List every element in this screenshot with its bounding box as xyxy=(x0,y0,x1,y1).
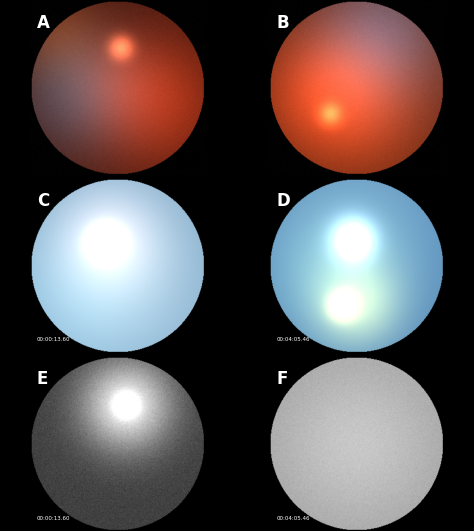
FancyBboxPatch shape xyxy=(173,153,201,171)
Text: 00:00:13.60: 00:00:13.60 xyxy=(37,337,71,342)
Text: E: E xyxy=(37,370,48,388)
Text: 00:04:05.46: 00:04:05.46 xyxy=(276,337,310,342)
FancyBboxPatch shape xyxy=(412,332,440,349)
FancyBboxPatch shape xyxy=(412,510,440,527)
FancyBboxPatch shape xyxy=(173,332,201,349)
FancyBboxPatch shape xyxy=(173,510,201,527)
Text: C: C xyxy=(37,192,49,210)
Text: A: A xyxy=(37,14,50,32)
Text: F: F xyxy=(276,370,288,388)
Text: B: B xyxy=(276,14,289,32)
Text: 00:00:13.60: 00:00:13.60 xyxy=(37,516,71,520)
FancyBboxPatch shape xyxy=(412,153,440,171)
Text: D: D xyxy=(276,192,290,210)
Text: 00:04:05.46: 00:04:05.46 xyxy=(276,516,310,520)
